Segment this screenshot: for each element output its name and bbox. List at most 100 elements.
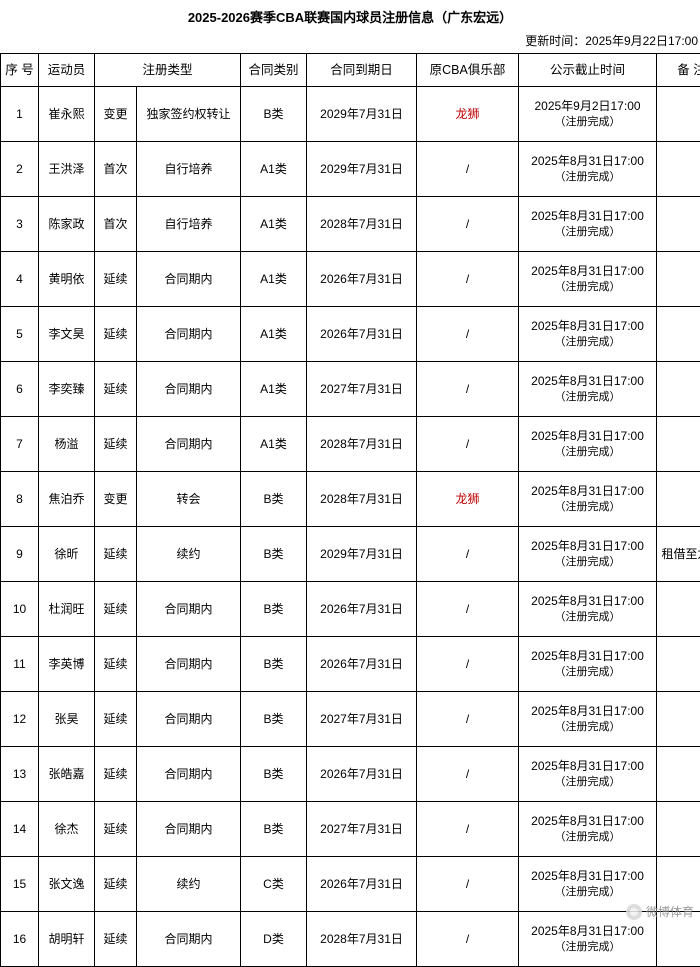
cell-old-club: /	[417, 197, 519, 252]
deadline-date: 2025年8月31日17:00	[520, 538, 655, 554]
deadline-date: 2025年8月31日17:00	[520, 923, 655, 939]
cell-reg-type: 延续	[95, 857, 137, 912]
cell-old-club: /	[417, 802, 519, 857]
cell-old-club: /	[417, 692, 519, 747]
cell-remark	[657, 802, 700, 857]
cell-remark	[657, 417, 700, 472]
table-header-row: 序 号 运动员 注册类型 合同类别 合同到期日 原CBA俱乐部 公示截止时间 备…	[1, 54, 700, 87]
cell-contract-class: A1类	[241, 417, 307, 472]
cell-contract-class: B类	[241, 692, 307, 747]
cell-reg-detail: 合同期内	[137, 307, 241, 362]
cell-seq: 15	[1, 857, 39, 912]
cell-remark	[657, 307, 700, 362]
cell-seq: 8	[1, 472, 39, 527]
deadline-status: （注册完成）	[520, 390, 655, 405]
cell-old-club: /	[417, 747, 519, 802]
cell-reg-detail: 合同期内	[137, 802, 241, 857]
cell-contract-expiry: 2027年7月31日	[307, 692, 417, 747]
cell-reg-detail: 自行培养	[137, 142, 241, 197]
cell-contract-expiry: 2027年7月31日	[307, 362, 417, 417]
cell-remark	[657, 142, 700, 197]
deadline-date: 2025年8月31日17:00	[520, 648, 655, 664]
cell-reg-type: 变更	[95, 472, 137, 527]
cell-player: 李英博	[39, 637, 95, 692]
cell-reg-type: 延续	[95, 747, 137, 802]
cell-contract-class: B类	[241, 527, 307, 582]
cell-player: 杜润旺	[39, 582, 95, 637]
cell-seq: 6	[1, 362, 39, 417]
cell-reg-type: 延续	[95, 527, 137, 582]
cell-contract-class: B类	[241, 802, 307, 857]
cell-remark	[657, 912, 700, 967]
cell-remark	[657, 87, 700, 142]
cell-reg-detail: 自行培养	[137, 197, 241, 252]
cell-reg-detail: 合同期内	[137, 637, 241, 692]
cell-contract-expiry: 2026年7月31日	[307, 637, 417, 692]
cell-seq: 3	[1, 197, 39, 252]
deadline-date: 2025年8月31日17:00	[520, 428, 655, 444]
cell-reg-type: 延续	[95, 307, 137, 362]
cell-contract-expiry: 2029年7月31日	[307, 87, 417, 142]
deadline-date: 2025年8月31日17:00	[520, 868, 655, 884]
cell-player: 崔永熙	[39, 87, 95, 142]
cell-contract-class: A1类	[241, 142, 307, 197]
cell-contract-class: A1类	[241, 252, 307, 307]
cell-reg-type: 首次	[95, 197, 137, 252]
cell-seq: 4	[1, 252, 39, 307]
cell-seq: 5	[1, 307, 39, 362]
deadline-date: 2025年8月31日17:00	[520, 153, 655, 169]
deadline-status: （注册完成）	[520, 555, 655, 570]
cell-reg-type: 延续	[95, 362, 137, 417]
cell-player: 黄明依	[39, 252, 95, 307]
deadline-status: （注册完成）	[520, 335, 655, 350]
cell-remark	[657, 692, 700, 747]
cell-contract-expiry: 2027年7月31日	[307, 802, 417, 857]
cell-player: 张皓嘉	[39, 747, 95, 802]
cell-remark	[657, 362, 700, 417]
update-time: 更新时间：2025年9月22日17:00	[0, 32, 700, 53]
cell-old-club: /	[417, 362, 519, 417]
cell-old-club: /	[417, 637, 519, 692]
cell-reg-detail: 合同期内	[137, 417, 241, 472]
deadline-date: 2025年8月31日17:00	[520, 813, 655, 829]
cell-remark	[657, 197, 700, 252]
cell-contract-class: C类	[241, 857, 307, 912]
cell-seq: 7	[1, 417, 39, 472]
deadline-date: 2025年8月31日17:00	[520, 373, 655, 389]
cell-reg-detail: 续约	[137, 857, 241, 912]
cell-remark	[657, 747, 700, 802]
deadline-date: 2025年8月31日17:00	[520, 263, 655, 279]
cell-player: 张文逸	[39, 857, 95, 912]
deadline-date: 2025年8月31日17:00	[520, 318, 655, 334]
cell-contract-expiry: 2028年7月31日	[307, 417, 417, 472]
cell-old-club: /	[417, 857, 519, 912]
cell-contract-expiry: 2026年7月31日	[307, 307, 417, 362]
deadline-status: （注册完成）	[520, 445, 655, 460]
cell-reg-type: 延续	[95, 252, 137, 307]
cell-seq: 13	[1, 747, 39, 802]
cell-deadline: 2025年8月31日17:00（注册完成）	[519, 857, 657, 912]
cell-old-club: /	[417, 142, 519, 197]
cell-reg-detail: 合同期内	[137, 912, 241, 967]
cell-reg-type: 变更	[95, 87, 137, 142]
deadline-status: （注册完成）	[520, 885, 655, 900]
cell-deadline: 2025年8月31日17:00（注册完成）	[519, 142, 657, 197]
cell-deadline: 2025年8月31日17:00（注册完成）	[519, 912, 657, 967]
cell-remark	[657, 637, 700, 692]
cell-deadline: 2025年8月31日17:00（注册完成）	[519, 747, 657, 802]
cell-reg-detail: 合同期内	[137, 692, 241, 747]
column-header-deadline: 公示截止时间	[519, 54, 657, 87]
cell-player: 胡明轩	[39, 912, 95, 967]
